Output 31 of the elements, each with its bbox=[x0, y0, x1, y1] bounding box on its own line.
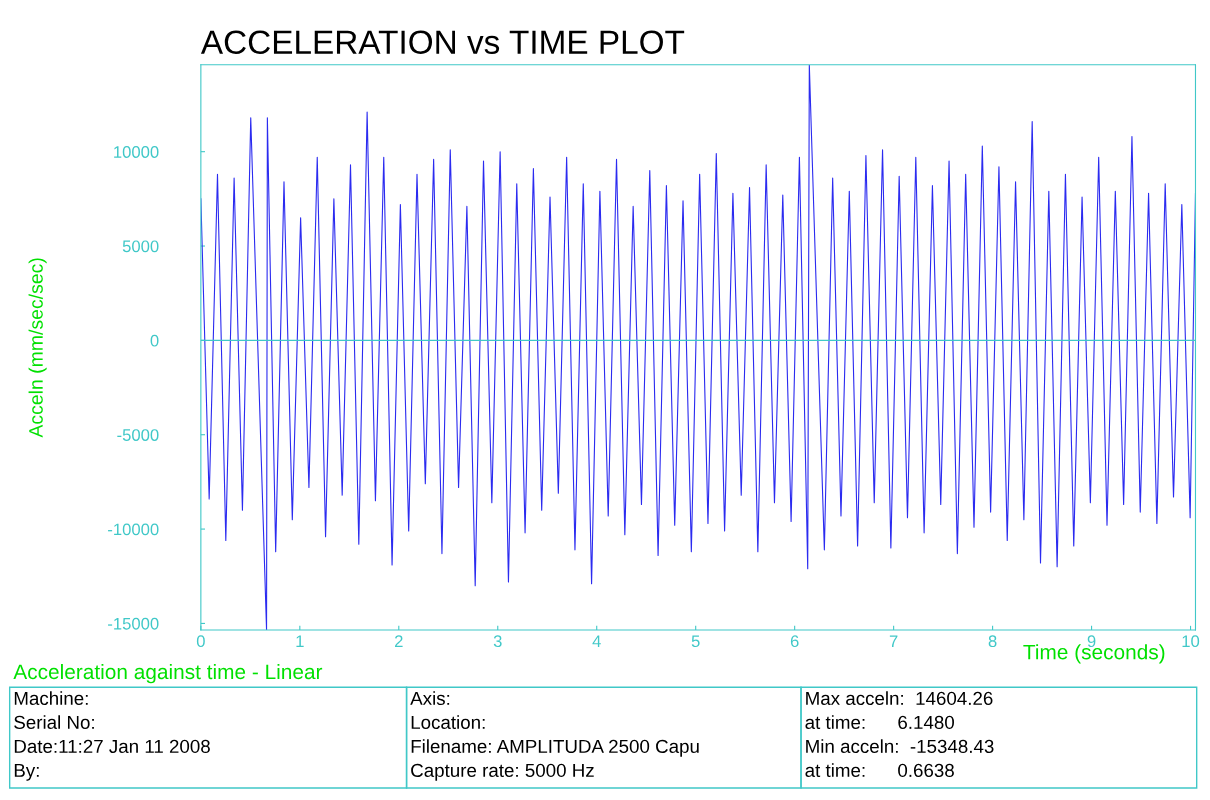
y-tick-label: 0 bbox=[150, 334, 159, 347]
text: Capture rate: 5000 Hz bbox=[411, 763, 594, 781]
text: Acceleration against time - Linear bbox=[13, 663, 323, 684]
text: Location: bbox=[411, 715, 485, 730]
y-tick-label: 5000 bbox=[122, 240, 159, 253]
text: at time: 6.1480 bbox=[805, 715, 954, 730]
x-tick-label: 4 bbox=[592, 635, 601, 647]
x-tick-label: 7 bbox=[889, 635, 898, 647]
x-tick-label: 1 bbox=[296, 635, 304, 647]
chart-title: ACCELERATION vs TIME PLOT bbox=[200, 30, 685, 55]
y-tick-label: -5000 bbox=[117, 429, 159, 441]
y-axis-title: Acceln (mm/sec/sec) bbox=[28, 258, 47, 438]
text: Date:11:27 Jan 11 2008 bbox=[14, 739, 210, 754]
x-tick-label: 8 bbox=[988, 635, 997, 648]
text: Min acceln: -15348.43 bbox=[806, 739, 994, 754]
text: at time: 0.6638 bbox=[805, 763, 954, 778]
y-tick-label: -10000 bbox=[108, 523, 159, 536]
y-tick-label: 10000 bbox=[114, 146, 159, 158]
x-tick-label: 10 bbox=[1182, 635, 1200, 648]
text: Serial No: bbox=[14, 715, 94, 730]
x-tick-label: 5 bbox=[691, 635, 700, 648]
text: Machine: bbox=[14, 691, 88, 706]
x-tick-label: 0 bbox=[196, 635, 205, 648]
text: By: bbox=[14, 763, 39, 781]
x-tick-label: 3 bbox=[493, 635, 502, 648]
text: Max acceln: 14604.26 bbox=[806, 691, 993, 706]
text: Axis: bbox=[410, 691, 450, 706]
text: Filename: AMPLITUDA 2500 Capu bbox=[411, 739, 699, 757]
x-tick-label: 2 bbox=[395, 635, 403, 647]
y-tick-label: -15000 bbox=[108, 617, 159, 630]
x-tick-label: 6 bbox=[790, 635, 799, 648]
